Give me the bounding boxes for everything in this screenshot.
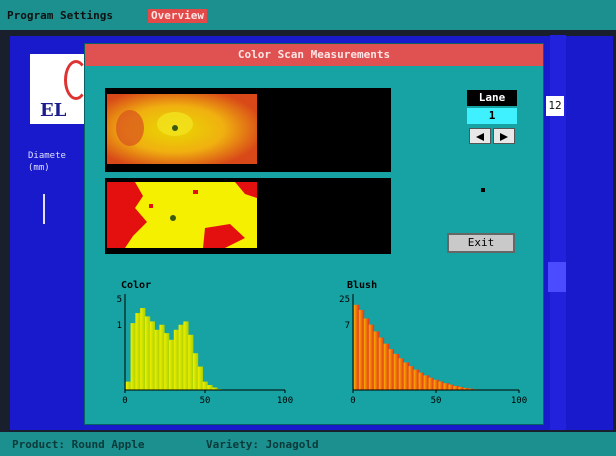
color-bar	[164, 333, 170, 390]
blush-bar	[388, 349, 395, 390]
color-bar	[130, 323, 136, 390]
dialog-title: Color Scan Measurements	[85, 44, 543, 66]
color-bar	[197, 366, 203, 390]
blush-bar	[413, 369, 419, 390]
x-tick-label: 100	[511, 396, 527, 406]
status-bar: Product: Round Apple Variety: Jonagold	[0, 432, 616, 456]
exit-button[interactable]: Exit	[447, 233, 515, 253]
blush-bar	[438, 381, 444, 390]
color-bar	[193, 353, 199, 390]
right-scale-handle[interactable]	[548, 262, 566, 292]
blush-bar	[473, 389, 479, 390]
lane-prev-button[interactable]	[469, 128, 491, 144]
color-bar	[135, 313, 141, 390]
lane-label: Lane	[467, 90, 517, 106]
color-scan-image-svg	[107, 94, 257, 164]
blush-bar	[353, 304, 360, 390]
blush-bar	[458, 386, 464, 390]
x-tick-label: 50	[431, 396, 442, 406]
color-histogram-title: Color	[121, 280, 152, 291]
blush-scan-image	[105, 178, 391, 254]
color-bar	[154, 329, 160, 390]
diameter-label-line1: Diamete	[28, 151, 66, 161]
blush-bar	[373, 331, 380, 390]
blush-bar	[443, 383, 449, 390]
x-tick-label: 0	[122, 396, 127, 406]
color-histogram: 0 50 100 5 1	[117, 294, 293, 406]
next-arrow-icon	[500, 133, 508, 141]
blush-bar	[428, 377, 434, 390]
blush-bar	[433, 379, 439, 390]
blush-bar	[463, 387, 469, 390]
color-bar	[149, 321, 155, 390]
color-bar	[159, 324, 165, 390]
lane-next-button[interactable]	[493, 128, 515, 144]
color-bar	[145, 316, 151, 390]
diameter-label: Diamete (mm)	[28, 150, 66, 174]
x-tick-label: 100	[277, 396, 293, 406]
lane-value: 1	[467, 108, 517, 124]
histogram-axis	[352, 294, 519, 391]
blush-bar	[363, 318, 370, 390]
up-arrow-icon	[43, 194, 45, 224]
y-top-label: 5	[117, 295, 122, 305]
menu-bar: Program Settings Overview	[0, 0, 616, 30]
status-product: Product: Round Apple	[12, 438, 145, 451]
right-scale	[550, 35, 566, 430]
color-bar	[173, 329, 179, 390]
color-bar	[212, 387, 218, 390]
color-bar	[188, 334, 194, 390]
blush-scan-image-svg	[107, 182, 257, 248]
blush-bar	[418, 372, 424, 390]
color-bar	[202, 381, 208, 390]
x-tick-label: 0	[350, 396, 355, 406]
color-bar	[140, 308, 146, 390]
logo-text: EL	[40, 100, 67, 121]
blush-bar	[408, 366, 414, 390]
x-tick-label: 50	[200, 396, 211, 406]
blush-bar	[383, 343, 390, 390]
color-bar	[207, 384, 213, 390]
menu-program-settings[interactable]: Program Settings	[7, 9, 113, 22]
diameter-label-line2: (mm)	[28, 163, 50, 173]
blush-bar	[453, 385, 459, 390]
blush-bar	[398, 358, 405, 390]
blush-bar	[468, 388, 474, 390]
blush-bar	[378, 337, 385, 390]
color-bar	[217, 389, 223, 390]
blush-bar	[403, 362, 410, 390]
color-bar	[169, 339, 175, 390]
color-bar	[183, 321, 189, 390]
blush-bar	[448, 384, 454, 390]
y-top-label: 25	[339, 295, 350, 305]
logo-swash-icon	[64, 60, 88, 100]
indicator-dot	[481, 188, 485, 192]
color-bar	[125, 381, 131, 390]
blush-histogram-title: Blush	[347, 280, 378, 291]
blush-bar	[423, 375, 429, 390]
blush-bar	[358, 309, 365, 390]
menu-overview[interactable]: Overview	[148, 9, 207, 23]
blush-bar	[393, 353, 400, 390]
histogram-axis	[124, 294, 285, 391]
right-scale-value: 12	[546, 96, 564, 116]
prev-arrow-icon	[476, 133, 484, 141]
color-scan-dialog: Color Scan Measurements	[84, 43, 544, 425]
color-scan-image	[105, 88, 391, 172]
blush-histogram: 0 50 100 25 7	[339, 294, 527, 406]
blush-bar	[368, 324, 375, 390]
y-mid-label: 1	[117, 321, 122, 331]
y-mid-label: 7	[345, 321, 350, 331]
status-variety: Variety: Jonagold	[206, 438, 319, 451]
color-bar	[178, 324, 184, 390]
